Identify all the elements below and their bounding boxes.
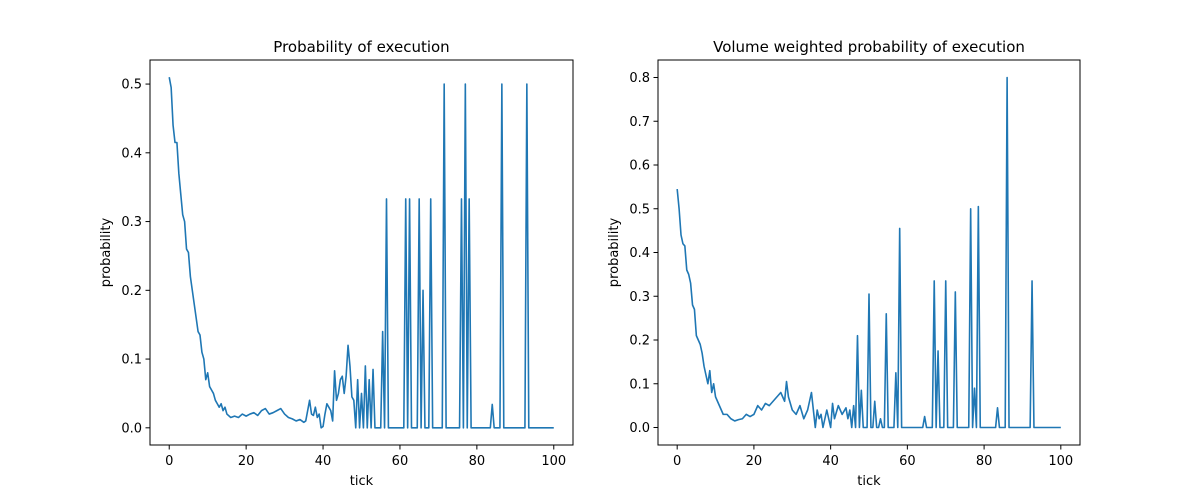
x-tick-label: 0 [165, 454, 173, 469]
y-tick-label: 0.3 [629, 290, 650, 305]
y-axis-label: probability [99, 218, 114, 288]
x-tick-label: 40 [822, 454, 839, 469]
y-tick-label: 0.8 [629, 71, 650, 86]
x-tick-label: 20 [238, 454, 255, 469]
x-tick-label: 100 [1048, 454, 1073, 469]
x-axis-label: tick [857, 474, 881, 489]
y-tick-label: 0.5 [629, 202, 650, 217]
y-tick-label: 0.4 [121, 146, 142, 161]
x-tick-label: 80 [976, 454, 993, 469]
series-line-0 [676, 76, 1061, 429]
y-tick-label: 0.7 [629, 115, 650, 130]
series-line-0 [168, 77, 554, 429]
y-tick-label: 0.0 [121, 421, 142, 436]
x-tick-label: 60 [899, 454, 916, 469]
x-tick-label: 60 [392, 454, 409, 469]
y-tick-label: 0.2 [629, 334, 650, 349]
chart-title: Volume weighted probability of execution [713, 38, 1025, 56]
y-tick-label: 0.6 [629, 159, 650, 174]
chart-volume-weighted-probability: 0 20 40 60 80 100 0.0 0.1 0.2 0.3 0.4 0.5 0.6 0.7 0.8 V… [607, 38, 1081, 489]
chart-probability-of-execution: 0 20 40 60 80 100 0.0 0.1 0.2 0.3 0.4 0.5 Probabilit… [99, 38, 574, 489]
x-tick-label: 80 [469, 454, 486, 469]
y-axis-label: probability [607, 218, 622, 288]
y-tick-label: 0.5 [121, 78, 142, 93]
y-tick-label: 0.0 [629, 421, 650, 436]
x-tick-label: 20 [746, 454, 763, 469]
y-tick-label: 0.1 [629, 377, 650, 392]
y-tick-label: 0.1 [121, 353, 142, 368]
y-tick-label: 0.4 [629, 246, 650, 261]
chart-title: Probability of execution [273, 38, 449, 56]
x-tick-label: 0 [673, 454, 681, 469]
x-tick-label: 100 [541, 454, 566, 469]
y-tick-label: 0.2 [121, 284, 142, 299]
x-tick-label: 40 [315, 454, 332, 469]
y-tick-label: 0.3 [121, 215, 142, 230]
plot-frame [657, 59, 1081, 446]
plot-frame [149, 59, 574, 446]
x-axis-label: tick [350, 474, 374, 489]
